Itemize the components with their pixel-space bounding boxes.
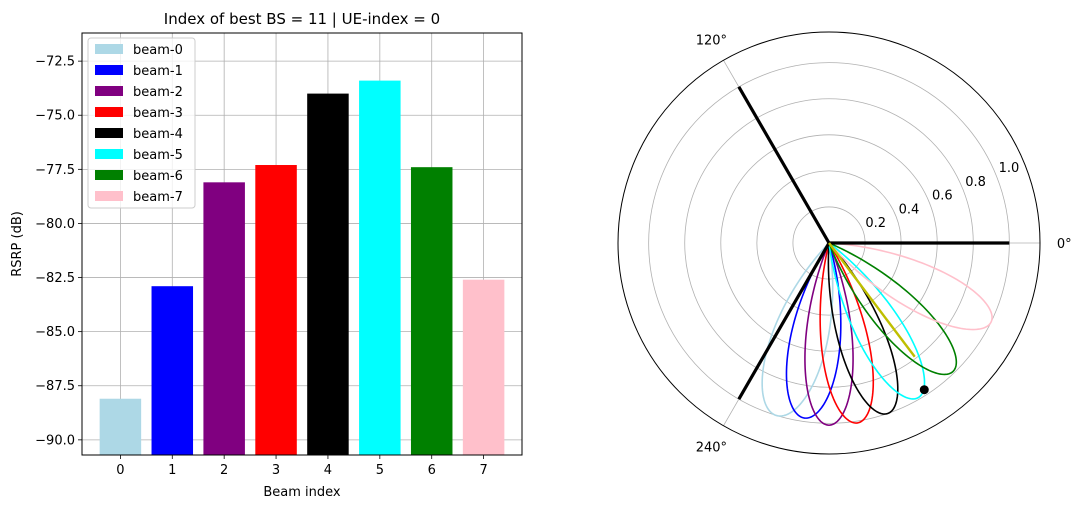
beam-pattern-3 <box>819 242 875 424</box>
chart-title: Index of best BS = 11 | UE-index = 0 <box>164 10 440 28</box>
legend-swatch <box>95 170 123 180</box>
beam-pattern-0 <box>761 242 834 417</box>
legend-swatch <box>95 128 123 138</box>
theta-tick-label: 120° <box>696 33 727 48</box>
legend-label: beam-2 <box>133 85 183 100</box>
x-tick-label: 7 <box>479 463 487 478</box>
beam-patterns <box>761 242 993 426</box>
y-tick-label: −87.5 <box>35 379 75 394</box>
beam-pattern-5 <box>828 242 926 400</box>
x-tick-label: 5 <box>376 463 384 478</box>
y-tick-label: −82.5 <box>35 271 75 286</box>
bar-7 <box>462 279 505 455</box>
x-tick-label: 1 <box>168 463 176 478</box>
bar-1 <box>151 286 194 455</box>
sector-boundary-line <box>737 242 831 400</box>
polar-frame <box>617 31 1041 455</box>
legend-swatch <box>95 86 123 96</box>
bar-3 <box>255 165 297 455</box>
x-ticks: 0 1 2 3 4 5 6 7 <box>116 455 488 478</box>
theta-tick-label: 240° <box>696 441 727 456</box>
r-tick-label: 0.8 <box>965 175 986 190</box>
bar-5 <box>359 80 401 455</box>
legend-box <box>87 37 196 209</box>
y-tick-label: −72.5 <box>35 55 75 70</box>
bar-2 <box>203 182 245 456</box>
bar-0 <box>99 398 142 455</box>
y-tick-label: −75.0 <box>35 109 75 124</box>
bars <box>99 80 505 456</box>
legend-swatch <box>95 65 123 75</box>
ue-markers <box>828 242 929 395</box>
x-tick-label: 6 <box>428 463 436 478</box>
theta-tick-label: 0° <box>1057 237 1072 252</box>
y-axis-label: RSRP (dB) <box>10 211 25 277</box>
r-tick-label: 0.4 <box>899 202 920 217</box>
legend: beam-0 beam-1 beam-2 beam-3 beam-4 beam-5 beam… <box>87 37 196 209</box>
legend-label: beam-1 <box>133 64 183 79</box>
legend-label: beam-6 <box>133 169 183 184</box>
y-tick-label: −77.5 <box>35 163 75 178</box>
legend-label: beam-7 <box>133 190 183 205</box>
beam-pattern-4 <box>827 242 899 415</box>
beam-pattern-7 <box>828 242 993 331</box>
sector-lines <box>737 86 1010 400</box>
beam-pattern-2 <box>804 242 854 426</box>
r-tick-label: 0.2 <box>865 216 886 231</box>
ue-position-marker <box>919 385 929 395</box>
legend-label: beam-5 <box>133 148 183 163</box>
y-tick-label: −85.0 <box>35 325 75 340</box>
legend-label: beam-4 <box>133 127 183 142</box>
y-ticks: −72.5 −75.0 −77.5 −80.0 −82.5 −85.0 −87.5 −90.0 <box>35 55 82 448</box>
legend-label: beam-0 <box>133 43 183 58</box>
bar-chart: Index of best BS = 11 | UE-index = 0 −72… <box>10 10 523 500</box>
legend-swatch <box>95 107 123 117</box>
beam-pattern-1 <box>785 242 842 419</box>
ue-direction-line <box>828 242 916 358</box>
x-tick-label: 0 <box>116 463 124 478</box>
x-tick-label: 2 <box>220 463 228 478</box>
x-tick-label: 4 <box>324 463 332 478</box>
legend-swatch <box>95 191 123 201</box>
polar-chart: 0.2 0.4 0.6 0.8 1.0 0° 120° 240° <box>617 31 1072 456</box>
y-tick-label: −90.0 <box>35 433 75 448</box>
bar-6 <box>410 167 453 455</box>
x-axis-label: Beam index <box>263 485 341 500</box>
legend-label: beam-3 <box>133 106 183 121</box>
y-tick-label: −80.0 <box>35 217 75 232</box>
legend-swatch <box>95 44 123 54</box>
x-tick-label: 3 <box>272 463 280 478</box>
sector-boundary-line <box>737 86 831 244</box>
plot-frame <box>81 32 523 456</box>
polar-labels: 0.2 0.4 0.6 0.8 1.0 0° 120° 240° <box>696 33 1072 455</box>
r-tick-label: 0.6 <box>932 189 953 204</box>
beam-pattern-6 <box>828 242 958 376</box>
bar-4 <box>307 93 349 455</box>
r-tick-label: 1.0 <box>999 161 1020 176</box>
legend-swatch <box>95 149 123 159</box>
